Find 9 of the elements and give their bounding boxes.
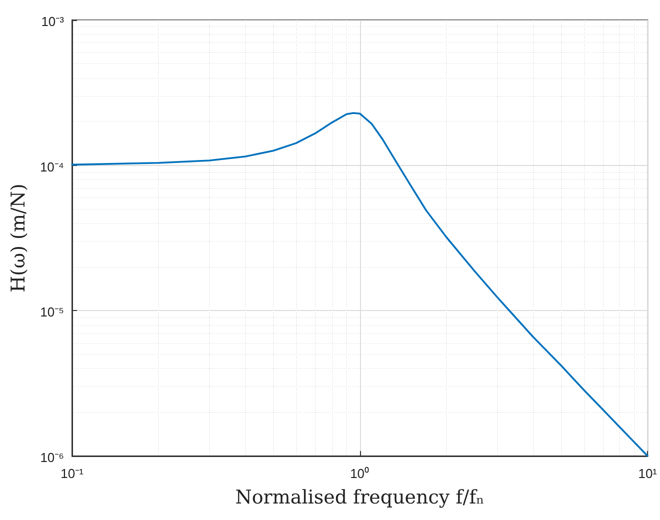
x-tick-label: 10¹ — [638, 466, 658, 481]
y-tick-label: 10⁻⁴ — [40, 159, 64, 174]
x-axis-title: Normalised frequency f/fₙ — [235, 486, 484, 508]
y-axis-title: H(ω) (m/N) — [8, 184, 30, 292]
y-tick-label: 10⁻⁵ — [40, 304, 64, 320]
y-tick-label: 10⁻⁶ — [40, 450, 64, 465]
y-tick-label: 10⁻³ — [41, 14, 65, 29]
x-tick-label: 10⁻¹ — [60, 466, 84, 481]
x-tick-label: 10⁰ — [350, 466, 370, 481]
